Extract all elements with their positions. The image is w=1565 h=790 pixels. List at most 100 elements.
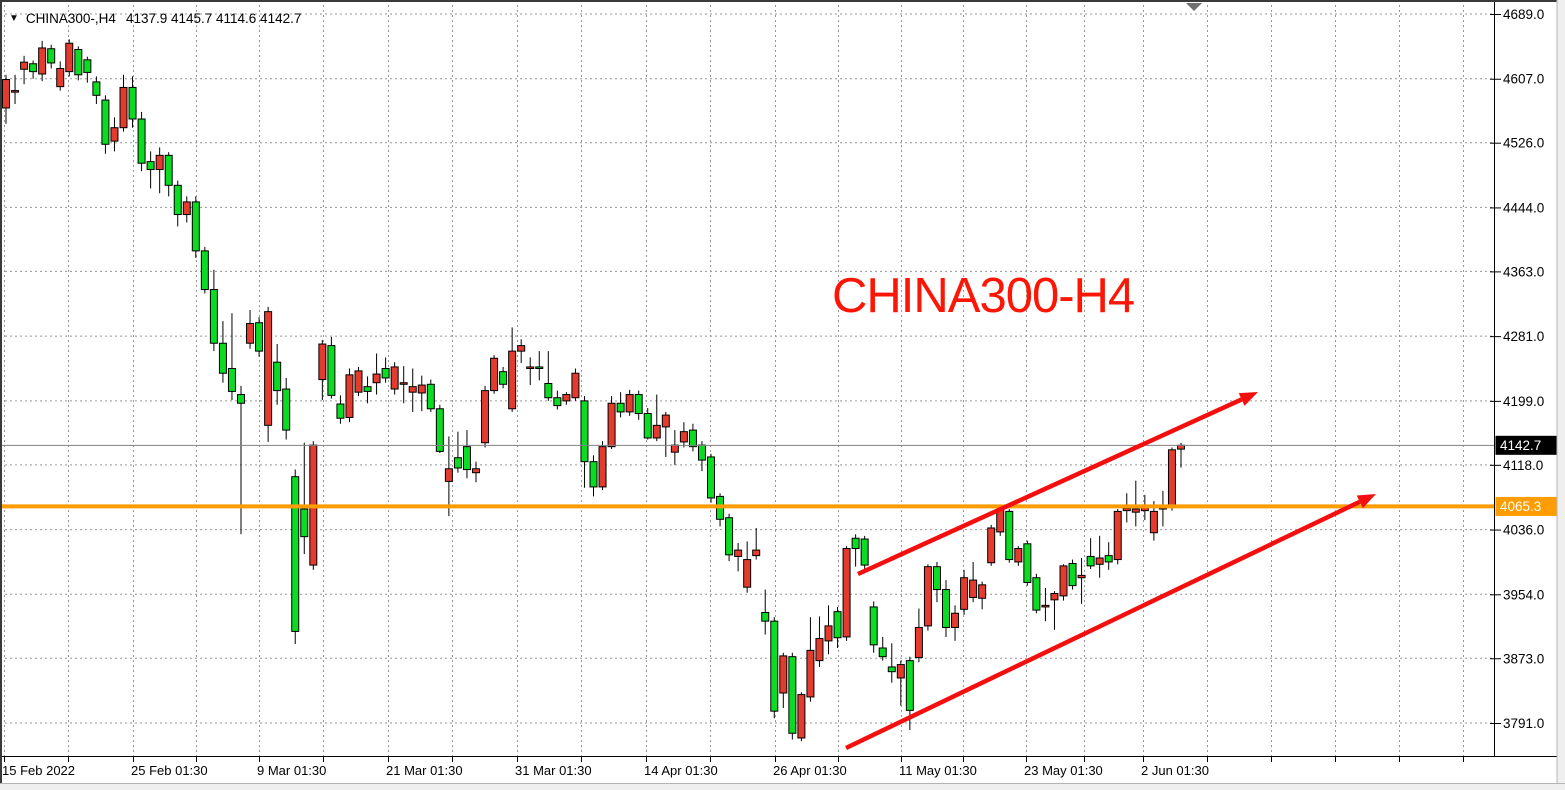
candle-body (246, 322, 255, 344)
candle-bull (508, 327, 517, 412)
candle-body (571, 372, 580, 399)
candle-bull (399, 366, 408, 404)
trend-arrow-line[interactable] (857, 397, 1243, 577)
candle-bull (2, 74, 10, 124)
candle-body (173, 184, 182, 216)
candle-body (770, 620, 779, 712)
candle-bear (146, 151, 155, 189)
candle-body (580, 400, 589, 463)
candle-body (408, 386, 417, 393)
y-axis-label: 4363.0 (1503, 264, 1544, 279)
candle-bear (47, 44, 56, 69)
candle-body (688, 429, 697, 448)
candle-body (589, 461, 598, 488)
candle-body (824, 625, 833, 642)
candle-bear (788, 652, 797, 740)
candle-bear (643, 407, 652, 440)
candle-bear (137, 111, 146, 172)
candle-body (327, 345, 336, 396)
candle-bull (562, 392, 571, 405)
y-axis-label: 3873.0 (1503, 651, 1544, 666)
y-axis-label: 4036.0 (1503, 523, 1544, 538)
x-axis-label: 15 Feb 2022 (2, 763, 75, 778)
trend-arrow-line[interactable] (845, 499, 1361, 751)
candle-body (942, 589, 950, 628)
candle-bear (453, 431, 462, 473)
candle-bear (707, 453, 715, 503)
candle-bull (65, 39, 74, 77)
y-axis-label: 4281.0 (1503, 329, 1544, 344)
candle-bear (770, 617, 779, 719)
candle-bull (734, 542, 743, 572)
window-edge-bottom (0, 784, 1565, 790)
candle-body (200, 250, 209, 291)
candle-bear (209, 269, 218, 352)
candle-bull (1158, 490, 1167, 527)
candle-body (544, 383, 553, 399)
candle-body (1104, 555, 1113, 563)
candle-bull (969, 561, 978, 603)
candle-bear (255, 317, 264, 357)
y-axis-label: 4199.0 (1503, 394, 1544, 409)
candle-body (1086, 555, 1095, 567)
candle-body (616, 402, 625, 413)
support-price-badge (1495, 496, 1557, 516)
candle-bear (553, 390, 562, 410)
candle-bear (761, 589, 770, 635)
candle-body (282, 388, 291, 431)
candle-bull (1041, 587, 1050, 622)
window-edge-right (1557, 0, 1565, 790)
candle-bull (481, 385, 490, 448)
symbol-timeframe-label: CHINA300-,H4 (25, 11, 116, 26)
y-axis-label: 4444.0 (1503, 200, 1544, 215)
candle-bear (164, 152, 173, 197)
candle-body (725, 517, 734, 556)
candle-bull (264, 306, 273, 442)
candle-body (29, 63, 38, 73)
candle-bull (842, 546, 851, 641)
candle-bull (345, 368, 354, 423)
candle-body (1050, 593, 1059, 601)
candle-bull (923, 564, 932, 631)
candle-bull (1167, 447, 1176, 511)
x-axis-label: 23 May 01:30 (1024, 763, 1103, 778)
trend-arrow-head (1238, 392, 1258, 406)
candle-body (472, 468, 480, 474)
trend-arrow[interactable] (857, 392, 1258, 577)
candle-bull (444, 436, 453, 517)
candle-body (83, 59, 92, 73)
candle-bull (652, 394, 661, 442)
axes-layer: 4689.0 4607.0 4526.0 4444.0 4363.0 4281.0 4199… (0, 0, 1557, 778)
candle-body (1113, 510, 1122, 561)
grid-layer (0, 0, 1494, 756)
x-axis-label: 26 Apr 01:30 (773, 763, 847, 778)
candle-body (137, 118, 146, 164)
candle-bull (318, 340, 327, 401)
candle-body (598, 446, 607, 488)
candle-body (661, 414, 670, 428)
candle-bull (20, 55, 29, 85)
candle-body (842, 548, 851, 638)
candle-body (779, 655, 788, 694)
candle-body (734, 549, 743, 557)
trend-arrow-head (1356, 494, 1376, 509)
candle-bull (661, 411, 670, 457)
watermark-text[interactable]: CHINA300-H4 (832, 269, 1135, 323)
candle-body (562, 394, 571, 402)
x-axis-label: 31 Mar 01:30 (515, 763, 592, 778)
candle-body (1177, 444, 1185, 450)
trend-arrow[interactable] (845, 494, 1376, 751)
candle-bear (191, 196, 200, 258)
candle-body (1131, 508, 1140, 513)
y-axis-label: 4118.0 (1503, 458, 1543, 473)
candle-bear (173, 180, 182, 227)
candle-body (1167, 449, 1176, 508)
candle-body (643, 413, 652, 439)
current-price-badge (1495, 435, 1557, 455)
candle-bull (1050, 591, 1059, 630)
candle-body (164, 154, 173, 186)
candle-body (426, 383, 435, 410)
current-price-badge-value: 4142.7 (1500, 438, 1541, 453)
candle-body (209, 289, 218, 344)
